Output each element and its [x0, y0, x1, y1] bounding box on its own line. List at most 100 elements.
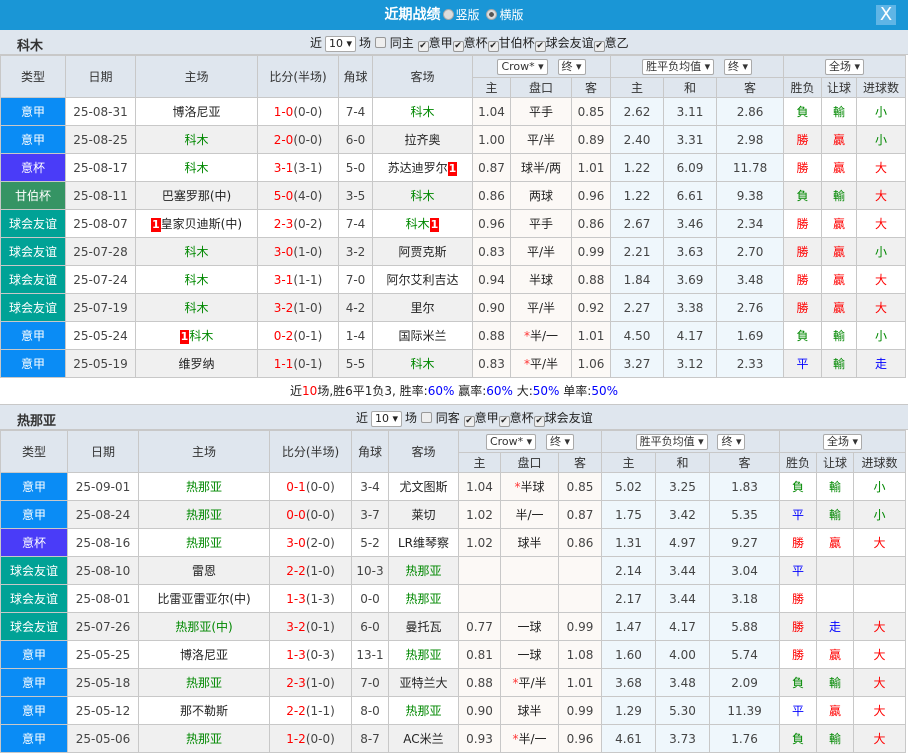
away-team-cell[interactable]: 科木1 — [372, 209, 473, 238]
odds-final-select[interactable]: 终 ▾ — [717, 433, 746, 450]
league-cell[interactable]: 意甲 — [0, 640, 68, 669]
home-team-cell[interactable]: 比雷亚雷亚尔(中) — [138, 584, 270, 613]
home-team-cell[interactable]: 维罗纳 — [135, 349, 258, 378]
home-team-cell[interactable]: 热那亚 — [138, 472, 270, 501]
away-team-cell[interactable]: 科木 — [372, 349, 473, 378]
away-team-cell[interactable]: LR维琴察 — [388, 528, 459, 557]
league-cell[interactable]: 意杯 — [0, 153, 66, 182]
home-team-cell[interactable]: 那不勒斯 — [138, 696, 270, 725]
odds-final-select[interactable]: 终 ▾ — [723, 58, 752, 75]
league-cell[interactable]: 意杯 — [0, 528, 68, 557]
away-team-cell[interactable]: 热那亚 — [388, 696, 459, 725]
filter-checkbox[interactable]: ✔ — [452, 41, 464, 52]
league-cell[interactable]: 意甲 — [0, 97, 66, 126]
away-team-cell[interactable]: 拉齐奥 — [372, 125, 473, 154]
away-team-cell[interactable]: 莱切 — [388, 500, 459, 529]
away-team-cell[interactable]: 尤文图斯 — [388, 472, 459, 501]
home-team-cell[interactable]: 科木 — [135, 265, 258, 294]
scope-select[interactable]: 全场 ▾ — [825, 58, 865, 75]
filter-checkbox[interactable]: ✔ — [417, 41, 429, 52]
half-score: (0-0) — [293, 104, 323, 119]
league-cell[interactable]: 球会友谊 — [0, 584, 68, 613]
col-score: 比分(半场) — [257, 55, 339, 98]
away-odds-cell: 3.18 — [709, 584, 781, 613]
league-cell[interactable]: 意甲 — [0, 321, 66, 350]
half-score: (0-0) — [305, 507, 335, 522]
home-odds-cell: 1.22 — [610, 181, 665, 210]
company-select[interactable]: Crow* ▾ — [497, 58, 548, 75]
home-team-cell[interactable]: 1科木 — [135, 321, 258, 350]
league-cell[interactable]: 意甲 — [0, 472, 68, 501]
league-cell[interactable]: 意甲 — [0, 724, 68, 753]
league-cell[interactable]: 球会友谊 — [0, 612, 68, 641]
avg-select[interactable]: 胜平负均值 ▾ — [635, 433, 708, 450]
league-cell[interactable]: 球会友谊 — [0, 556, 68, 585]
home-team-cell[interactable]: 科木 — [135, 125, 258, 154]
home-team-cell[interactable]: 热那亚 — [138, 528, 270, 557]
league-cell[interactable]: 意甲 — [0, 696, 68, 725]
col-od: 和 — [655, 452, 711, 473]
league-cell[interactable]: 球会友谊 — [0, 293, 66, 322]
league-cell[interactable]: 意甲 — [0, 349, 66, 378]
home-team-cell[interactable]: 科木 — [135, 153, 258, 182]
col-corner: 角球 — [351, 430, 389, 473]
away-team-cell[interactable]: 阿尔艾利吉达 — [372, 265, 473, 294]
radio-horizontal[interactable] — [486, 9, 498, 20]
same-venue-checkbox[interactable] — [374, 37, 386, 48]
vertical-option-label[interactable]: 竖版 — [455, 8, 480, 22]
horizontal-option-label[interactable]: 横版 — [499, 8, 524, 22]
league-cell[interactable]: 意甲 — [0, 500, 68, 529]
home-team-cell[interactable]: 雷恩 — [138, 556, 270, 585]
handicap-result-cell: 輸 — [816, 472, 855, 501]
filter-checkbox[interactable]: ✔ — [593, 41, 605, 52]
away-team-cell[interactable]: 科木 — [372, 181, 473, 210]
home-team-cell[interactable]: 热那亚 — [138, 724, 270, 753]
match-count-select[interactable]: 10 ▾ — [371, 411, 403, 427]
company-select[interactable]: Crow* ▾ — [485, 433, 537, 450]
home-team-cell[interactable]: 科木 — [135, 237, 258, 266]
home-team-cell[interactable]: 博洛尼亚 — [135, 97, 258, 126]
away-team-cell[interactable]: 国际米兰 — [372, 321, 473, 350]
away-team-cell[interactable]: 阿贾克斯 — [372, 237, 473, 266]
home-team-cell[interactable]: 热那亚(中) — [138, 612, 270, 641]
radio-vertical[interactable] — [442, 9, 454, 20]
away-team-cell[interactable]: 热那亚 — [388, 640, 459, 669]
league-cell[interactable]: 意甲 — [0, 668, 68, 697]
match-count-select[interactable]: 10 ▾ — [325, 36, 357, 52]
away-team-cell[interactable]: 苏达迪罗尔1 — [372, 153, 473, 182]
handicap-line-cell: *半/一 — [500, 724, 559, 753]
home-team-cell[interactable]: 博洛尼亚 — [138, 640, 270, 669]
away-team-cell[interactable]: 曼托瓦 — [388, 612, 459, 641]
handicap-result-cell: 輸 — [821, 321, 858, 350]
league-cell[interactable]: 甘伯杯 — [0, 181, 66, 210]
league-cell[interactable]: 球会友谊 — [0, 265, 66, 294]
filter-checkbox[interactable]: ✔ — [534, 41, 546, 52]
home-team-cell[interactable]: 热那亚 — [138, 500, 270, 529]
home-team-cell[interactable]: 巴塞罗那(中) — [135, 181, 258, 210]
away-team-cell[interactable]: AC米兰 — [388, 724, 459, 753]
away-team-cell[interactable]: 里尔 — [372, 293, 473, 322]
league-cell[interactable]: 球会友谊 — [0, 209, 66, 238]
table-row: 甘伯杯 25-08-11 巴塞罗那(中) 5-0(4-0) 3-5 科木 0.8… — [0, 181, 907, 210]
filter-checkbox[interactable]: ✔ — [463, 416, 475, 427]
home-team-cell[interactable]: 1皇家贝迪斯(中) — [135, 209, 258, 238]
away-team-cell[interactable]: 亚特兰大 — [388, 668, 459, 697]
home-odds-cell: 4.50 — [610, 321, 665, 350]
handicap-final-select[interactable]: 终 ▾ — [557, 58, 586, 75]
league-cell[interactable]: 意甲 — [0, 125, 66, 154]
filter-checkbox[interactable]: ✔ — [533, 416, 545, 427]
filter-checkbox[interactable]: ✔ — [487, 41, 499, 52]
away-team-cell[interactable]: 科木 — [372, 97, 473, 126]
home-team-cell[interactable]: 科木 — [135, 293, 258, 322]
away-team-cell[interactable]: 热那亚 — [388, 556, 459, 585]
league-cell[interactable]: 球会友谊 — [0, 237, 66, 266]
same-venue-checkbox[interactable] — [420, 412, 432, 423]
scope-select[interactable]: 全场 ▾ — [823, 433, 863, 450]
home-team-cell[interactable]: 热那亚 — [138, 668, 270, 697]
away-team-cell[interactable]: 热那亚 — [388, 584, 459, 613]
avg-select[interactable]: 胜平负均值 ▾ — [642, 58, 715, 75]
col-date: 日期 — [65, 55, 136, 98]
handicap-final-select[interactable]: 终 ▾ — [546, 433, 575, 450]
filter-checkbox[interactable]: ✔ — [498, 416, 510, 427]
close-button[interactable]: X — [876, 5, 896, 25]
